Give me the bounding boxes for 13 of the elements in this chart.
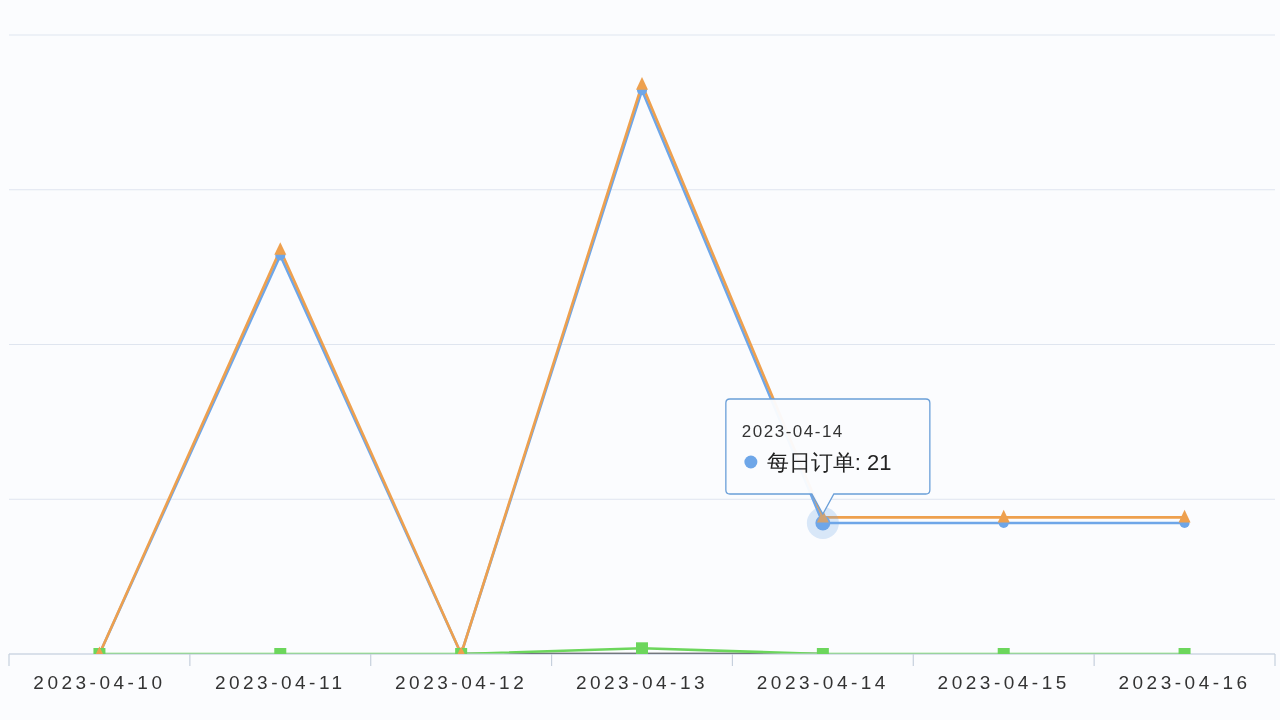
x-tick-label: 2023-04-10 bbox=[33, 672, 166, 694]
point bbox=[274, 242, 287, 255]
category-label: 2023-04-14 bbox=[741, 422, 844, 442]
point bbox=[636, 77, 648, 90]
x-tick-label: 2023-04-16 bbox=[1118, 672, 1251, 694]
annotation: 每日订单: 21 bbox=[766, 450, 892, 476]
x-tick-label: 2023-04-11 bbox=[214, 672, 346, 694]
point bbox=[1178, 509, 1191, 523]
x-tick-label: 2023-04-12 bbox=[395, 672, 528, 694]
x-tick-label: 2023-04-15 bbox=[937, 672, 1070, 694]
x-tick-label: 2023-04-13 bbox=[575, 672, 709, 694]
point bbox=[997, 509, 1010, 523]
x-tick-label: 2023-04-14 bbox=[756, 672, 889, 694]
